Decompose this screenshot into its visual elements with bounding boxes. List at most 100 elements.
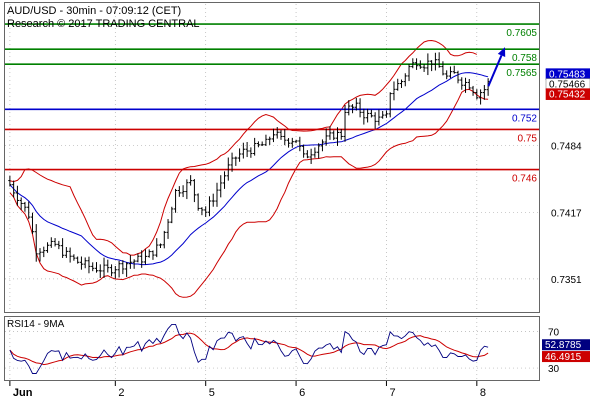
candle [76,256,80,264]
candle [298,136,302,152]
candle [102,257,106,278]
candle [384,110,389,118]
price-axis-tick-label: 0.7417 [551,209,582,220]
candle [350,104,355,114]
candle [27,201,31,220]
candle [12,180,16,198]
candle [245,142,249,158]
candle [113,265,117,279]
rsi-axis-tick-label: 70 [548,328,560,339]
candle [109,264,114,277]
chart-copyright: Research © 2017 TRADING CENTRAL [7,18,200,30]
forecast-arrow-shaft [487,55,503,87]
candle [463,77,468,93]
candlesticks [8,52,490,279]
candle [362,108,366,125]
candle [482,85,486,100]
candle [234,156,238,166]
candle [249,147,253,158]
candle [173,188,178,213]
level-label-resistance: 0.7565 [506,68,537,79]
candle [87,256,91,274]
candle [448,66,453,79]
chart-title: AUD/USD - 30min - 07:09:12 (CET) [7,5,181,17]
candle [241,142,245,159]
time-axis-tick-label: 8 [480,387,486,399]
candle [403,73,407,87]
bollinger-bands [9,39,489,298]
candle [30,212,35,234]
candle [211,193,215,207]
candle [396,78,400,91]
candle [253,137,257,156]
price-tag-label: 0.75483 [549,70,586,81]
price-tag-label: 0.75432 [549,90,586,101]
rsi-value-box [542,351,590,363]
candle [460,77,464,90]
candle [215,182,219,207]
candle [222,171,227,189]
price-tag-box [545,88,590,100]
candle [155,238,159,258]
candle [271,128,276,143]
rsi-value-box [542,339,590,351]
candle [478,89,483,105]
candle [335,127,340,146]
candle [189,175,193,186]
candle [8,175,12,187]
candle [388,92,392,118]
rsi-value-label: 46.4915 [545,352,582,363]
candle [15,185,20,206]
candle [125,262,129,277]
candle [332,130,336,141]
candle [283,129,287,146]
candle [430,60,434,72]
candle [53,238,57,247]
candle [320,139,325,152]
candle [309,148,313,164]
level-label-support: 0.75 [518,133,538,144]
candle [381,110,385,119]
rsi-value-tag: 52.8785 [542,339,590,351]
candle [313,147,317,158]
time-axis-tick-label: 5 [209,387,215,399]
candle [230,152,234,172]
grid-lines [5,4,539,379]
price-axis-tick-label: 0.7484 [551,141,582,152]
candle [260,141,264,147]
candle [117,260,121,278]
level-label-pivot: 0.752 [512,113,537,124]
candle [358,98,362,118]
candle [49,237,53,248]
candle [343,104,347,142]
candle [106,259,110,273]
candle [207,196,212,217]
candle [392,81,396,101]
candle [91,262,95,272]
candle [471,85,475,96]
candle [181,185,185,198]
rsi-panel-frame [4,316,540,381]
candle [143,249,148,265]
price-axis-tick-label: 0.7351 [551,275,582,286]
candle [286,138,291,148]
candle [279,129,283,140]
candle [83,257,87,269]
bollinger-upper-band [9,39,477,256]
price-axis: 0.7351 0.7417 0.7484 [551,141,582,285]
candle [354,97,358,111]
candle [268,136,272,145]
rsi-ma-line [9,332,489,366]
candle [399,79,404,88]
candle [68,247,72,263]
candle [290,137,294,148]
candle [411,58,415,69]
candle [177,186,181,197]
candle [38,248,42,262]
candle [377,109,381,126]
candle [72,254,76,261]
rsi-line [9,323,489,374]
candle [170,206,174,224]
candle [305,150,309,159]
